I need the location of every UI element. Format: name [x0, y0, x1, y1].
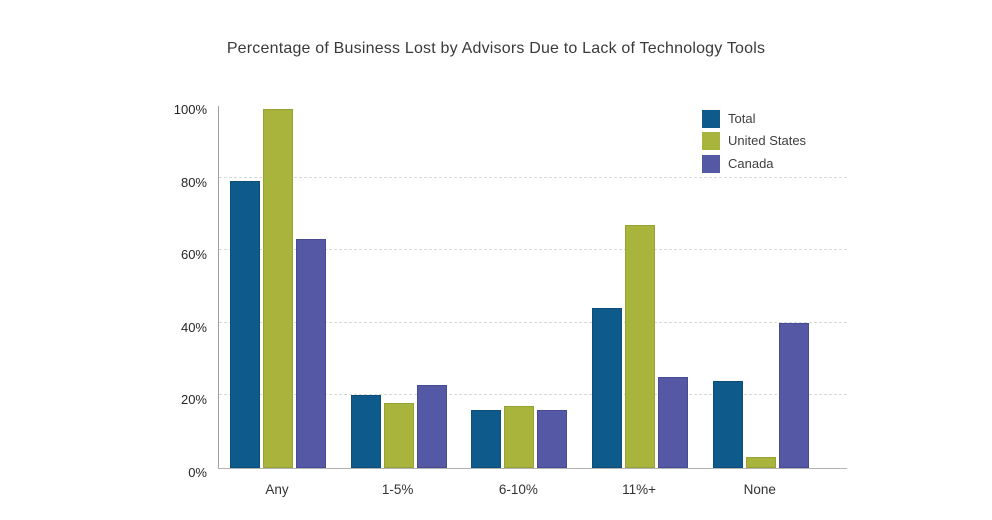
grid-line	[219, 394, 847, 396]
x-axis-category-label: 11%+	[622, 482, 657, 497]
bar-total	[350, 395, 381, 468]
x-axis-category-label: 6-10%	[498, 482, 538, 497]
bar-total	[712, 380, 743, 468]
bar-united-states	[625, 224, 656, 468]
bar-canada	[778, 322, 809, 468]
legend-item: United States	[702, 132, 807, 151]
y-axis-tick-label: 40%	[180, 319, 207, 335]
bar-united-states	[745, 457, 776, 468]
legend-label: Canada	[728, 155, 774, 171]
legend-swatch-icon	[702, 154, 720, 173]
bar-total	[592, 308, 623, 468]
legend-swatch-icon	[702, 110, 720, 128]
plot-area	[218, 106, 847, 469]
grid-line	[219, 249, 847, 251]
bar-canada	[296, 239, 326, 468]
bar-total	[471, 409, 502, 468]
chart-title: Percentage of Business Lost by Advisors …	[226, 40, 766, 57]
bar-canada	[537, 409, 568, 468]
bar-united-states	[504, 406, 535, 468]
legend-item: Canada	[702, 154, 774, 173]
bar-united-states	[383, 402, 414, 468]
legend-label: Total	[728, 111, 756, 126]
x-axis-category-label: 1-5%	[381, 482, 414, 497]
bar-total	[230, 181, 260, 468]
y-axis-tick-label: 80%	[180, 174, 207, 190]
y-axis-tick-label: 60%	[180, 247, 207, 263]
y-axis-tick-label: 0%	[188, 465, 207, 480]
legend-item: Total	[702, 110, 755, 128]
bar-canada	[658, 377, 689, 468]
x-axis-category-label: Any	[265, 482, 289, 497]
y-axis-tick-label: 100%	[173, 102, 207, 117]
legend-label: United States	[728, 133, 807, 149]
bar-canada	[416, 384, 447, 468]
grid-line	[219, 321, 847, 323]
x-axis-category-label: None	[743, 482, 776, 497]
bar-united-states	[263, 108, 293, 468]
legend-swatch-icon	[702, 132, 720, 151]
y-axis-tick-label: 20%	[180, 392, 207, 408]
grid-line	[219, 176, 847, 178]
